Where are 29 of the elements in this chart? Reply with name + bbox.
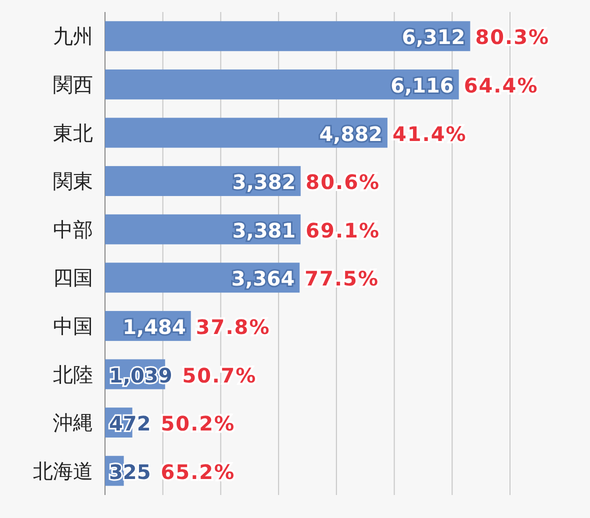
bar [105,69,459,100]
y-tick-label: 九州 [53,24,93,48]
y-tick-label: 中部 [53,217,93,242]
y-tick-label: 北陸 [53,362,93,386]
annotation: 50.7% [182,363,257,388]
y-tick-label: 北海道 [33,458,93,483]
annotation: 77.5% [304,266,380,291]
y-tick-label: 四国 [53,266,93,290]
data-label: 6,116 [390,73,454,98]
data-label: 6,312 [402,25,466,50]
data-label: 3,364 [231,266,295,291]
annotation: 41.4% [392,122,467,146]
annotation: 80.6% [306,170,380,194]
data-label: 4,882 [319,122,382,146]
data-label: 3,382 [232,170,296,194]
y-tick-label: 関東 [53,169,93,194]
annotation: 80.3% [475,25,550,50]
annotation: 65.2% [160,460,236,484]
annotation: 64.4% [464,73,538,98]
y-tick-label: 中国 [53,314,93,338]
y-tick-label: 関西 [53,72,93,96]
data-label: 3,381 [232,218,296,242]
data-label: 1,484 [122,314,186,339]
y-tick-label: 東北 [53,120,93,145]
y-tick-label: 沖縄 [53,410,93,435]
annotation: 50.2% [160,412,236,436]
annotation: 37.8% [196,314,270,339]
bar [105,21,470,52]
annotation: 69.1% [306,218,380,242]
